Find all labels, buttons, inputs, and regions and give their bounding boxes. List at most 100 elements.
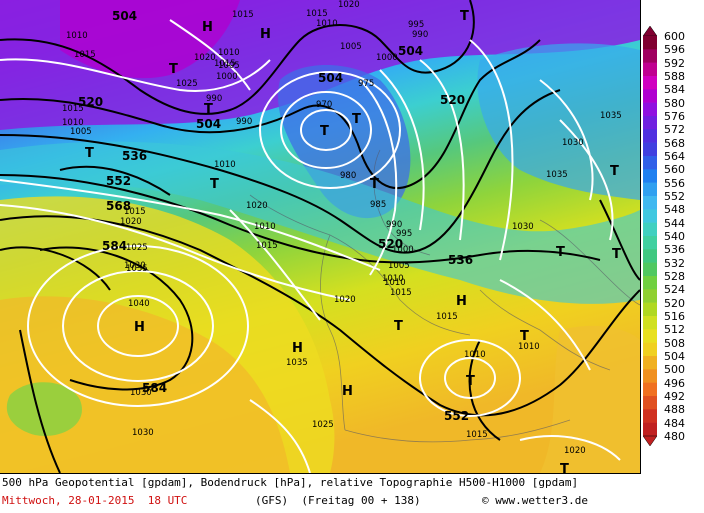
scale-label: 500 (664, 363, 685, 377)
scale-label: 560 (664, 163, 685, 177)
scale-label: 536 (664, 243, 685, 257)
geopotential-label: 552 (106, 174, 131, 188)
scale-cell (643, 62, 657, 77)
scale-cell (643, 222, 657, 237)
pressure-label: 1015 (232, 10, 254, 20)
pressure-label: 1020 (194, 53, 216, 63)
pressure-label: 1000 (376, 53, 398, 63)
geopotential-label: 520 (440, 93, 465, 107)
pressure-label: 1015 (466, 430, 488, 440)
pressure-label: 990 (386, 220, 402, 230)
geopotential-label: 536 (122, 149, 147, 163)
pressure-center-low: T (610, 164, 619, 179)
scale-cell (643, 409, 657, 423)
color-scale-cells (643, 26, 657, 446)
caption-date: Mittwoch, 28-01-2015 18 UTC (2, 494, 188, 507)
scale-cell (643, 369, 657, 383)
scale-cell (643, 49, 657, 63)
scale-label: 508 (664, 336, 685, 350)
pressure-label: 975 (358, 79, 374, 89)
pressure-center-low: T (394, 319, 403, 334)
pressure-label: 970 (316, 100, 332, 110)
pressure-label: 1030 (130, 388, 152, 398)
pressure-center-low: T (320, 124, 329, 139)
map-caption: 500 hPa Geopotential [gpdam], Bodendruck… (0, 474, 704, 513)
scale-cell (643, 302, 657, 317)
scale-label: 492 (664, 390, 685, 403)
pressure-label: 1010 (254, 222, 276, 232)
pressure-label: 1020 (120, 217, 142, 227)
pressure-label: 1015 (214, 59, 236, 69)
scale-cell (643, 276, 657, 290)
scale-label: 584 (664, 83, 685, 97)
scale-label: 572 (664, 123, 685, 137)
scale-label: 556 (664, 176, 685, 190)
pressure-label-group: 1015 1010 1015 1025 1020 1015 1010 1005 … (62, 0, 622, 456)
pressure-label: 1030 (512, 222, 534, 232)
scale-cell (643, 76, 657, 90)
pressure-label: 1000 (216, 72, 238, 82)
zone-east-blue (477, 43, 640, 200)
pressure-center-low: T (370, 177, 379, 192)
pressure-center-low: T (460, 9, 469, 24)
scale-label: 480 (664, 430, 685, 443)
pressure-label: 1025 (126, 243, 148, 253)
caption-description: 500 hPa Geopotential [gpdam], Bodendruck… (2, 476, 579, 489)
pressure-label: 1010 (316, 19, 338, 29)
pressure-label: 1030 (132, 428, 154, 438)
scale-label: 568 (664, 136, 685, 150)
geopotential-label: 536 (448, 253, 473, 267)
pressure-center-low: T (169, 62, 178, 77)
scale-cell (643, 329, 657, 343)
geopotential-label: 568 (106, 199, 131, 213)
isobars (0, 19, 621, 473)
pressure-center-low: T (204, 102, 213, 117)
pressure-label: 1020 (334, 295, 356, 305)
geopotential-label: 520 (378, 237, 403, 251)
scale-label: 516 (664, 310, 685, 323)
pressure-label: 1015 (74, 50, 96, 60)
scale-cell (643, 382, 657, 397)
map-canvas: 504 504 504 504 520 520 520 536 536 552 … (0, 0, 640, 473)
pressure-label: 1010 (62, 118, 84, 128)
scale-label: 596 (664, 43, 685, 57)
pressure-label: 1015 (436, 312, 458, 322)
pressure-label: 995 (408, 20, 424, 30)
pressure-label: 1025 (176, 79, 198, 89)
pressure-center-low: T (556, 245, 565, 260)
pressure-label: 1000 (392, 245, 414, 255)
scale-cell (643, 209, 657, 223)
zone-deep-purple (60, 0, 240, 79)
caption-model-run: (GFS) (Freitag 00 + 138) (255, 494, 421, 507)
pressure-label: 980 (340, 171, 356, 181)
pressure-center-high: H (342, 384, 353, 399)
scale-label: 496 (664, 376, 685, 390)
scale-label: 488 (664, 403, 685, 417)
pressure-center-high: H (260, 27, 271, 42)
scale-label: 600 (664, 30, 685, 43)
pressure-label: 1040 (128, 299, 150, 309)
scale-cell (643, 89, 657, 103)
pressure-label: 1030 (124, 261, 146, 271)
pressure-label: 1020 (246, 201, 268, 211)
scale-cell (643, 156, 657, 170)
pressure-center-low: T (612, 247, 621, 262)
pressure-label: 1025 (312, 420, 334, 430)
geopotential-label: 552 (444, 409, 469, 423)
pressure-label: 1010 (382, 274, 404, 284)
pressure-label: 1005 (218, 61, 240, 71)
pressure-label: 1015 (62, 104, 84, 114)
pressure-label: 1035 (600, 111, 622, 121)
scale-label: 540 (664, 230, 685, 243)
weather-map: 504 504 504 504 520 520 520 536 536 552 … (0, 0, 641, 474)
scale-arrow-bottom (643, 435, 657, 446)
scale-label: 504 (664, 350, 685, 363)
scale-cell (643, 36, 657, 50)
geopotential-label: 504 (318, 71, 343, 85)
geopotential-label: 584 (142, 381, 167, 395)
scale-label: 544 (664, 216, 685, 230)
scale-cell (643, 236, 657, 250)
scale-cell (643, 102, 657, 117)
pressure-center-low: T (560, 462, 569, 473)
pressure-label: 1005 (388, 261, 410, 271)
